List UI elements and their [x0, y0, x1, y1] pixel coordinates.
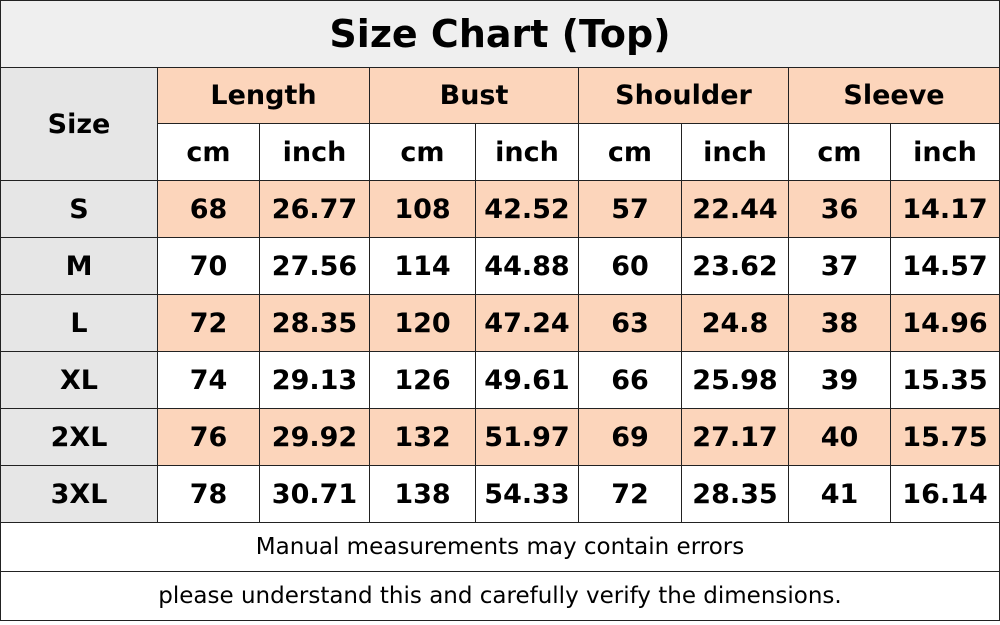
measurement: 44.88 [475, 237, 579, 295]
size-label: L [0, 294, 158, 352]
measurement: 72 [578, 465, 682, 523]
group-header: Bust [369, 67, 579, 124]
table-row: 3XL 78 30.71 138 54.33 72 28.35 41 16.14 [0, 465, 1000, 523]
note: Manual measurements may contain errors [0, 522, 1000, 572]
measurement: 66 [578, 351, 682, 409]
measurement: 39 [788, 351, 891, 409]
measurement: 30.71 [259, 465, 370, 523]
measurement: 28.35 [259, 294, 370, 352]
table-row: L 72 28.35 120 47.24 63 24.8 38 14.96 [0, 294, 1000, 352]
title: Size Chart (Top) [0, 0, 1000, 68]
measurement: 49.61 [475, 351, 579, 409]
unit-header: inch [889, 123, 1000, 181]
measurement: 23.62 [681, 237, 789, 295]
measurement: 15.35 [889, 351, 1000, 409]
measurement: 74 [157, 351, 260, 409]
size-label: S [0, 180, 158, 238]
table-row: M 70 27.56 114 44.88 60 23.62 37 14.57 [0, 237, 1000, 295]
table-row: please understand this and carefully ver… [0, 571, 1000, 621]
measurement: 126 [369, 351, 476, 409]
group-header: Shoulder [578, 67, 789, 124]
measurement: 108 [369, 180, 476, 238]
size-label: M [0, 237, 158, 295]
measurement: 57 [578, 180, 682, 238]
unit-header: inch [681, 123, 789, 181]
note: please understand this and carefully ver… [0, 571, 1000, 621]
measurement: 70 [157, 237, 260, 295]
table-row: S 68 26.77 108 42.52 57 22.44 36 14.17 [0, 180, 1000, 238]
measurement: 40 [788, 408, 891, 466]
table-row: Size Chart (Top) [0, 0, 1000, 68]
measurement: 60 [578, 237, 682, 295]
measurement: 68 [157, 180, 260, 238]
measurement: 29.13 [259, 351, 370, 409]
measurement: 54.33 [475, 465, 579, 523]
measurement: 26.77 [259, 180, 370, 238]
measurement: 51.97 [475, 408, 579, 466]
measurement: 27.56 [259, 237, 370, 295]
table-row: Manual measurements may contain errors [0, 522, 1000, 572]
measurement: 78 [157, 465, 260, 523]
measurement: 14.96 [889, 294, 1000, 352]
measurement: 76 [157, 408, 260, 466]
unit-header: cm [578, 123, 682, 181]
measurement: 25.98 [681, 351, 789, 409]
measurement: 27.17 [681, 408, 789, 466]
size-label: 2XL [0, 408, 158, 466]
measurement: 72 [157, 294, 260, 352]
size-label: XL [0, 351, 158, 409]
unit-header: inch [475, 123, 579, 181]
measurement: 69 [578, 408, 682, 466]
group-header: Sleeve [787, 67, 1000, 124]
measurement: 138 [369, 465, 476, 523]
measurement: 36 [788, 180, 891, 238]
unit-header: cm [157, 123, 260, 181]
measurement: 42.52 [475, 180, 579, 238]
measurement: 47.24 [475, 294, 579, 352]
measurement: 132 [369, 408, 476, 466]
measurement: 22.44 [681, 180, 789, 238]
size-header: Size [0, 67, 158, 181]
measurement: 120 [369, 294, 476, 352]
group-header: Length [157, 67, 370, 124]
measurement: 16.14 [889, 465, 1000, 523]
measurement: 38 [788, 294, 891, 352]
measurement: 15.75 [889, 408, 1000, 466]
unit-header: cm [369, 123, 476, 181]
unit-header: cm [788, 123, 891, 181]
measurement: 37 [788, 237, 891, 295]
measurement: 29.92 [259, 408, 370, 466]
measurement: 63 [578, 294, 682, 352]
table-row: 2XL 76 29.92 132 51.97 69 27.17 40 15.75 [0, 408, 1000, 466]
size-label: 3XL [0, 465, 158, 523]
table-row: cm inch cm inch cm inch cm inch [0, 123, 1000, 181]
table-row: Size Length Bust Shoulder Sleeve [0, 67, 1000, 181]
measurement: 24.8 [681, 294, 789, 352]
unit-header: inch [259, 123, 370, 181]
measurement: 41 [788, 465, 891, 523]
measurement: 14.57 [889, 237, 1000, 295]
measurement: 28.35 [681, 465, 789, 523]
measurement: 114 [369, 237, 476, 295]
table-row: XL 74 29.13 126 49.61 66 25.98 39 15.35 [0, 351, 1000, 409]
measurement: 14.17 [889, 180, 1000, 238]
